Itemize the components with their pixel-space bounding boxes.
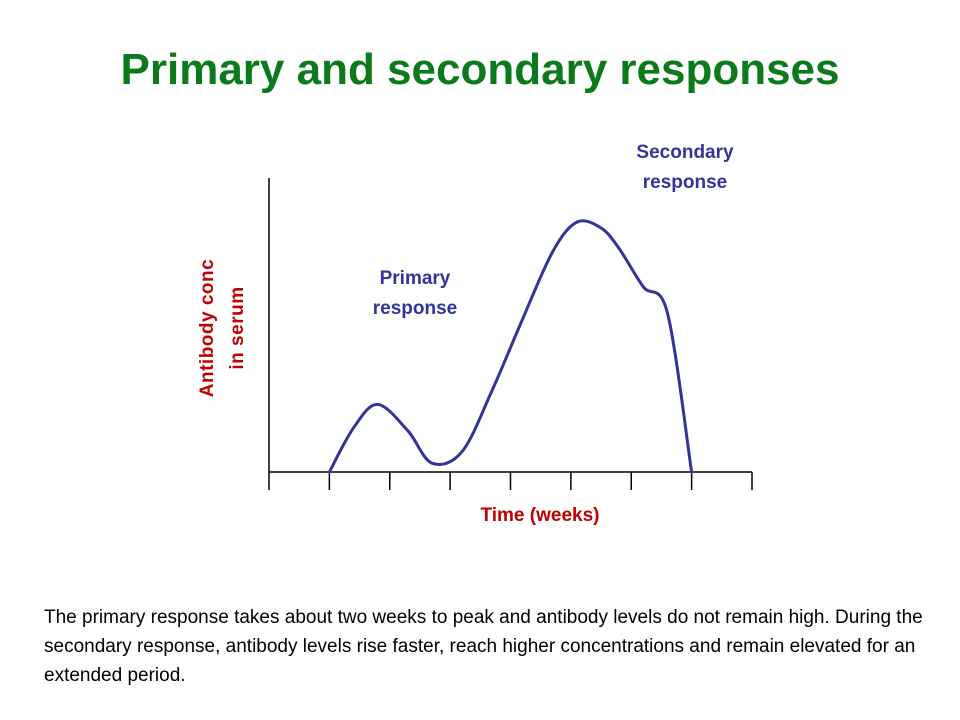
- x-axis-label: Time (weeks): [480, 505, 600, 526]
- secondary-response-annotation: Secondary response: [600, 138, 770, 198]
- primary-response-annotation: Primary response: [340, 264, 490, 324]
- antibody-response-curve: [327, 219, 694, 474]
- caption-paragraph: The primary response takes about two wee…: [44, 607, 923, 686]
- x-axis: [268, 471, 753, 490]
- secondary-response-line-1: Secondary: [636, 142, 734, 163]
- slide-title: Primary and secondary responses: [120, 45, 840, 94]
- y-axis-label-line-1: Antibody conc: [197, 258, 218, 398]
- primary-response-line-1: Primary: [379, 268, 451, 289]
- y-axis-label: Antibody conc in serum: [193, 178, 257, 478]
- primary-response-line-2: response: [372, 298, 458, 319]
- y-axis-label-line-2: in serum: [227, 286, 248, 370]
- x-ticks: [268, 472, 753, 490]
- secondary-response-line-2: response: [642, 172, 728, 193]
